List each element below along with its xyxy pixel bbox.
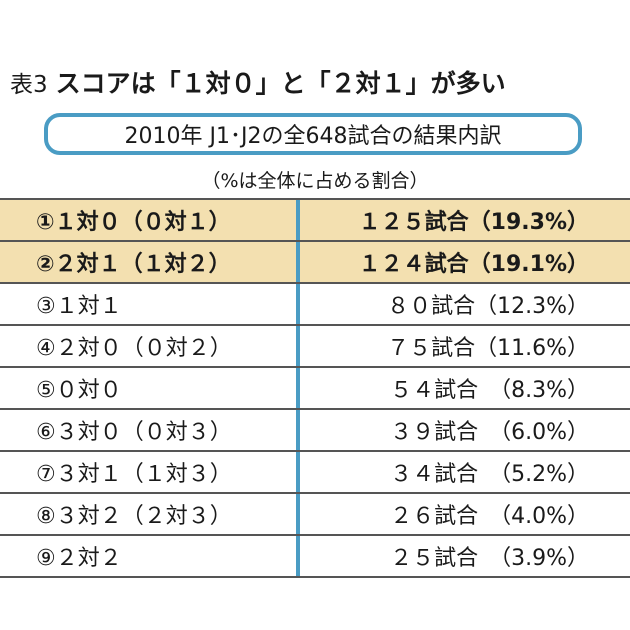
result-cell: １２５試合（19.3%） <box>358 210 589 235</box>
table-row: ⑤０対０ ５４試合 （8.3%） <box>0 366 630 408</box>
column-divider <box>296 368 300 408</box>
result-cell: ３９試合 （6.0%） <box>390 420 589 445</box>
subtitle: 2010年 J1･J2の全648試合の結果内訳 <box>124 124 502 149</box>
result-cell: ８０試合（12.3%） <box>387 294 589 319</box>
score-cell: ⑦３対１（１対３） <box>36 462 232 487</box>
table-row: ④２対０（０対２） ７５試合（11.6%） <box>0 324 630 366</box>
score-cell: ④２対０（０対２） <box>36 336 232 361</box>
column-divider <box>296 410 300 450</box>
score-cell: ③１対１ <box>36 294 122 319</box>
score-cell: ⑥３対０（０対３） <box>36 420 232 445</box>
score-cell: ①１対０（０対１） <box>36 210 231 235</box>
results-table: ①１対０（０対１） １２５試合（19.3%） ②２対１（１対２） １２４試合（19.… <box>0 198 630 578</box>
title-text: スコアは「１対０」と「２対１」が多い <box>55 69 506 98</box>
column-divider <box>296 242 300 282</box>
result-cell: ２６試合 （4.0%） <box>390 504 589 529</box>
table-row: ⑦３対１（１対３） ３４試合 （5.2%） <box>0 450 630 492</box>
score-cell: ⑨２対２ <box>36 546 122 571</box>
score-cell: ⑧３対２（２対３） <box>36 504 232 529</box>
table-number: 表3 <box>10 72 48 98</box>
note: （%は全体に占める割合） <box>201 170 429 192</box>
score-cell: ②２対１（１対２） <box>36 252 231 277</box>
column-divider <box>296 200 300 240</box>
result-cell: ７５試合（11.6%） <box>387 336 589 361</box>
table-row: ⑧３対２（２対３） ２６試合 （4.0%） <box>0 492 630 534</box>
column-divider <box>296 326 300 366</box>
table-row: ⑥３対０（０対３） ３９試合 （6.0%） <box>0 408 630 450</box>
result-cell: ２５試合 （3.9%） <box>390 546 589 571</box>
table-row: ③１対１ ８０試合（12.3%） <box>0 282 630 324</box>
column-divider <box>296 494 300 534</box>
result-cell: １２４試合（19.1%） <box>358 252 589 277</box>
column-divider <box>296 536 300 576</box>
page-title: 表3 スコアは「１対０」と「２対１」が多い <box>10 64 506 100</box>
result-cell: ３４試合 （5.2%） <box>390 462 589 487</box>
score-cell: ⑤０対０ <box>36 378 122 403</box>
column-divider <box>296 452 300 492</box>
subtitle-box: 2010年 J1･J2の全648試合の結果内訳 <box>44 113 582 155</box>
table-row: ②２対１（１対２） １２４試合（19.1%） <box>0 240 630 282</box>
table-row: ⑨２対２ ２５試合 （3.9%） <box>0 534 630 578</box>
column-divider <box>296 284 300 324</box>
table-row: ①１対０（０対１） １２５試合（19.3%） <box>0 198 630 240</box>
result-cell: ５４試合 （8.3%） <box>390 378 589 403</box>
